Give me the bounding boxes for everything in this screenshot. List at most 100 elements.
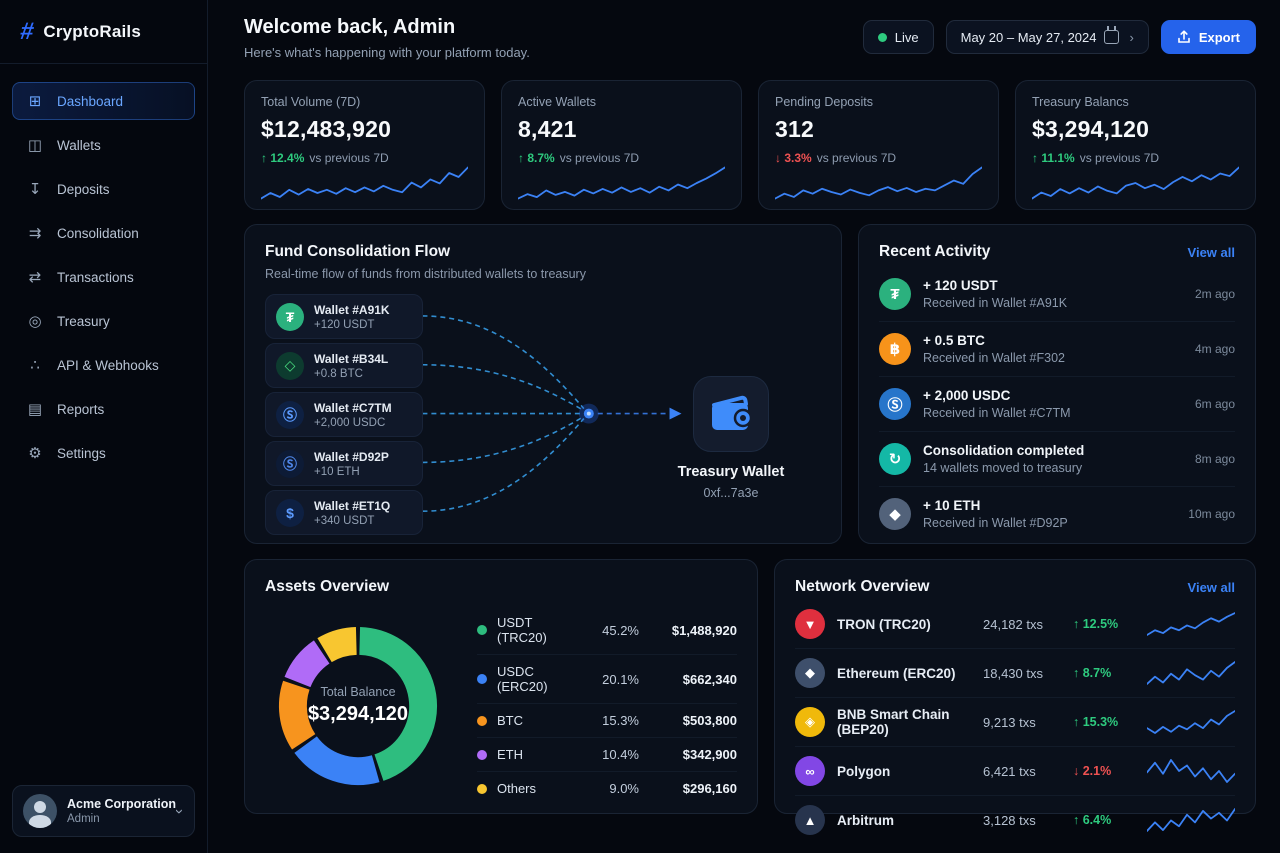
activity-item-title: + 0.5 BTC (923, 333, 985, 348)
date-range-value: May 20 – May 27, 2024 (960, 29, 1097, 45)
activity-item-subtitle: Received in Wallet #D92P (923, 516, 1068, 530)
polygon-icon: ∞ (795, 756, 825, 786)
sidebar-item-reports[interactable]: ▤ Reports (12, 390, 195, 428)
activity-item[interactable]: ↻ Consolidation completed 14 wallets mov… (879, 432, 1235, 487)
asset-legend-row: Others 9.0% $296,160 (477, 772, 737, 805)
sidebar-item-deposits[interactable]: ↧ Deposits (12, 170, 195, 208)
activity-item-time: 4m ago (1194, 342, 1235, 356)
network-row[interactable]: ◆ Ethereum (ERC20) 18,430 txs ↑ 8.7% (795, 649, 1235, 698)
asset-value: $1,488,920 (671, 622, 737, 638)
network-sparkline (1147, 758, 1235, 784)
activity-item[interactable]: ฿ + 0.5 BTC Received in Wallet #F302 4m … (879, 322, 1235, 377)
treasury-label: Treasury Wallet (677, 464, 785, 480)
avatar (23, 794, 57, 828)
flow-node-glow (578, 403, 599, 424)
network-delta: ↓ 2.1% (1073, 764, 1112, 778)
network-list: ▼ TRON (TRC20) 24,182 txs ↑ 12.5% ◆ Ethe… (795, 600, 1235, 844)
stat-delta-suffix: vs previous 7D (1079, 151, 1160, 165)
dashboard-icon: ⊞ (28, 93, 42, 110)
network-name: BNB Smart Chain (BEP20) (837, 707, 950, 737)
sidebar-item-label: API & Webhooks (57, 357, 159, 373)
chevron-icon: › (1129, 29, 1134, 45)
asset-legend-row: USDC (ERC20) 20.1% $662,340 (477, 655, 737, 704)
sidebar-item-wallets[interactable]: ◫ Wallets (12, 126, 195, 164)
org-name: Acme Corporation (67, 797, 177, 811)
treasury-node[interactable]: Treasury Wallet 0xf...7a3e (656, 376, 806, 500)
stat-delta: ↑ 11.1% vs previous 7D (1032, 151, 1239, 165)
activity-item[interactable]: ◆ + 10 ETH Received in Wallet #D92P 10m … (879, 487, 1235, 541)
assets-donut-chart: Total Balance $3,294,120 (265, 613, 451, 799)
activity-item[interactable]: Ⓢ + 2,000 USDC Received in Wallet #C7TM … (879, 377, 1235, 432)
flow-subtitle: Real-time flow of funds from distributed… (265, 267, 586, 281)
network-row[interactable]: ▲ Arbitrum 3,128 txs ↑ 6.4% (795, 796, 1235, 844)
flow-wallet-chip[interactable]: $ Wallet #ET1Q +340 USDT (265, 490, 423, 535)
flow-wallet-chip[interactable]: ₮ Wallet #A91K +120 USDT (265, 294, 423, 339)
stat-card: Pending Deposits 312 ↓ 3.3% vs previous … (758, 80, 999, 210)
network-sparkline (1147, 807, 1235, 833)
ethereum-icon: ◆ (795, 658, 825, 688)
stat-card: Active Wallets 8,421 ↑ 8.7% vs previous … (501, 80, 742, 210)
network-row[interactable]: ◈ BNB Smart Chain (BEP20) 9,213 txs ↑ 15… (795, 698, 1235, 747)
network-row[interactable]: ∞ Polygon 6,421 txs ↓ 2.1% (795, 747, 1235, 796)
activity-item-time: 6m ago (1194, 397, 1235, 411)
network-delta: ↑ 8.7% (1073, 666, 1112, 680)
live-dot-icon (877, 32, 887, 42)
sidebar-item-transactions[interactable]: ⇄ Transactions (12, 258, 195, 296)
flow-wallet-chip[interactable]: Ⓢ Wallet #D92P +10 ETH (265, 441, 423, 486)
stat-label: Active Wallets (518, 95, 597, 109)
donut-center-value: $3,294,120 (307, 703, 409, 725)
asset-value: $503,800 (682, 713, 737, 728)
flow-wallet-chip[interactable]: Ⓢ Wallet #C7TM +2,000 USDC (265, 392, 423, 437)
export-button[interactable]: Export (1160, 20, 1256, 54)
wallet-name: Wallet #A91K (314, 302, 390, 317)
network-txs: 18,430 txs (983, 665, 1043, 681)
asset-percent: 20.1% (602, 671, 639, 687)
activity-item[interactable]: ₮ + 120 USDT Received in Wallet #A91K 2m… (879, 267, 1235, 322)
network-row[interactable]: ▼ TRON (TRC20) 24,182 txs ↑ 12.5% (795, 600, 1235, 649)
wallet-amount: +340 USDT (314, 514, 375, 527)
page-title: Welcome back, Admin (244, 16, 456, 38)
recent-activity-panel: Recent Activity View all ₮ + 120 USDT Re… (858, 224, 1256, 544)
activity-item-time: 8m ago (1194, 452, 1235, 466)
flow-convergence-node (583, 408, 594, 419)
sidebar-item-api-webhooks[interactable]: ∴ API & Webhooks (12, 346, 195, 384)
asset-value: $662,340 (682, 671, 737, 687)
legend-dot-icon (477, 715, 487, 726)
activity-item-subtitle: Received in Wallet #C7TM (923, 406, 1071, 420)
assets-overview-panel: Assets Overview Total Balance $3,294,120… (244, 559, 758, 814)
assets-legend: USDT (TRC20) 45.2% $1,488,920 USDC (ERC2… (477, 606, 737, 805)
asset-legend-row: USDT (TRC20) 45.2% $1,488,920 (477, 606, 737, 655)
asset-name: Others (497, 781, 537, 796)
sidebar-item-consolidation[interactable]: ⇉ Consolidation (12, 214, 195, 252)
sidebar-item-dashboard[interactable]: ⊞ Dashboard (12, 82, 195, 120)
fund-consolidation-flow-panel: Fund Consolidation Flow Real-time flow o… (244, 224, 842, 544)
sidebar-item-settings[interactable]: ⚙ Settings (12, 434, 195, 472)
stat-delta: ↑ 12.4% vs previous 7D (261, 151, 468, 165)
network-view-all-link[interactable]: View all (1187, 579, 1235, 595)
sidebar-item-label: Settings (57, 445, 106, 461)
network-txs: 6,421 txs (983, 763, 1036, 779)
flow-title: Fund Consolidation Flow (265, 243, 451, 260)
legend-dot-icon (477, 749, 487, 760)
activity-item-title: + 10 ETH (923, 498, 981, 513)
flow-wallet-chip[interactable]: ◇ Wallet #B34L +0.8 BTC (265, 343, 423, 388)
activity-view-all-link[interactable]: View all (1187, 244, 1235, 260)
trend-arrow-icon: ↑ 12.4% (261, 151, 305, 165)
brand-name: CryptoRails (43, 21, 141, 41)
date-range-picker[interactable]: May 20 – May 27, 2024 › (945, 20, 1149, 54)
wallet-amount: +0.8 BTC (314, 367, 363, 380)
assets-title: Assets Overview (265, 578, 390, 595)
sidebar-item-label: Deposits (57, 181, 110, 197)
live-indicator[interactable]: Live (862, 20, 934, 54)
stat-delta: ↓ 3.3% vs previous 7D (775, 151, 982, 165)
stat-sparkline (518, 165, 725, 201)
stat-delta-suffix: vs previous 7D (559, 151, 640, 165)
activity-title: Recent Activity (879, 243, 991, 260)
stat-card: Total Volume (7D) $12,483,920 ↑ 12.4% vs… (244, 80, 485, 210)
activity-item-title: + 120 USDT (923, 278, 998, 293)
org-switcher[interactable]: Acme Corporation Admin › (12, 785, 195, 837)
calendar-icon (1104, 26, 1120, 44)
asset-legend-row: BTC 15.3% $503,800 (477, 704, 737, 738)
stat-delta-suffix: vs previous 7D (309, 151, 389, 165)
sidebar-item-treasury[interactable]: ◎ Treasury (12, 302, 195, 340)
